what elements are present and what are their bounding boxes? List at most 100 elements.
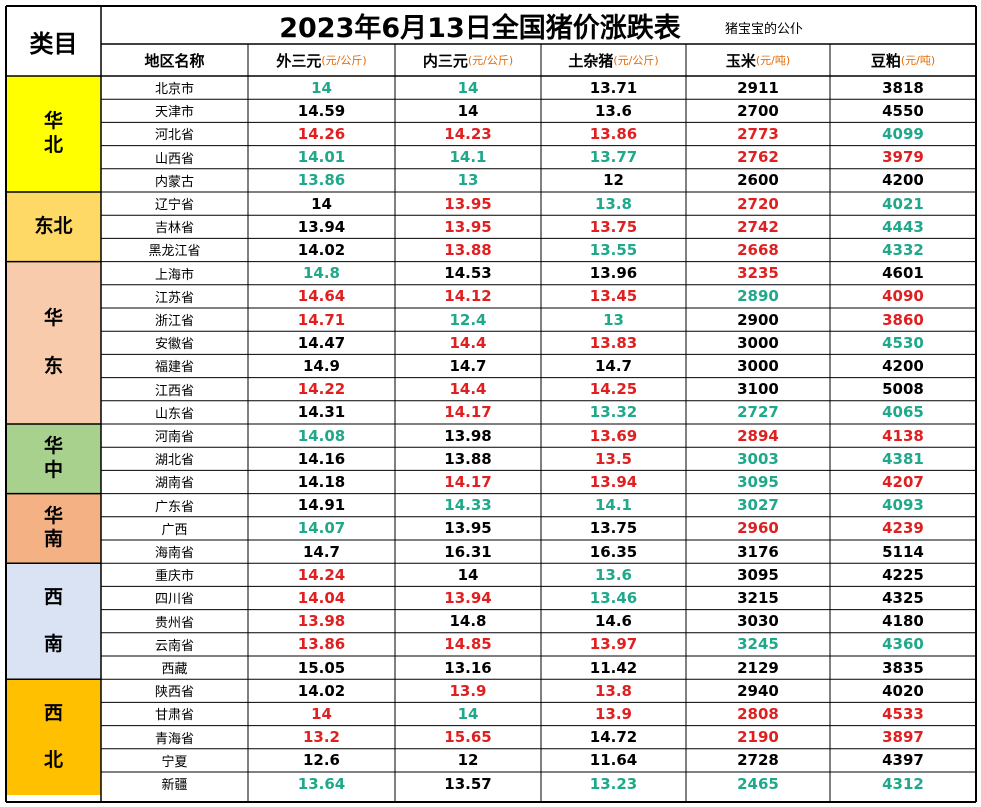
price-cell: 13.96 <box>589 264 638 283</box>
price-cell: 12.4 <box>449 310 487 329</box>
price-cell: 4138 <box>882 426 924 445</box>
price-cell: 13.16 <box>444 658 492 677</box>
price-cell: 13.6 <box>594 565 632 584</box>
region-name: 新疆 <box>161 778 188 794</box>
price-cell: 14.25 <box>589 380 638 399</box>
price-cell: 12 <box>457 751 479 770</box>
region-name: 天津市 <box>154 105 194 121</box>
column-header-label: 内三元 <box>422 51 468 70</box>
region-name: 云南省 <box>154 638 194 654</box>
price-cell: 4530 <box>882 333 924 352</box>
price-cell: 13.77 <box>589 148 638 167</box>
price-cell: 13.23 <box>589 774 638 793</box>
price-cell: 3176 <box>737 542 779 561</box>
price-cell: 4312 <box>882 774 924 793</box>
column-header-label: 土杂猪 <box>568 51 614 70</box>
category-header: 类目 <box>29 29 78 58</box>
price-cell: 3860 <box>882 310 924 329</box>
price-cell: 13.32 <box>589 403 638 422</box>
price-cell: 13.94 <box>444 588 492 607</box>
price-cell: 2890 <box>737 287 779 306</box>
price-cell: 14.12 <box>444 287 492 306</box>
category-label: 北 <box>43 749 63 772</box>
category-cell: 华中 <box>6 424 101 494</box>
price-cell: 14.6 <box>594 612 632 631</box>
price-cell: 13.57 <box>444 774 492 793</box>
category-cell: 东北 <box>6 192 101 262</box>
price-cell: 3100 <box>737 380 779 399</box>
price-cell: 13 <box>603 310 624 329</box>
price-cell: 4020 <box>882 681 924 700</box>
category-label: 东北 <box>34 214 73 237</box>
price-cell: 3000 <box>737 333 779 352</box>
price-cell: 4021 <box>882 194 924 213</box>
price-cell: 4200 <box>882 356 924 375</box>
price-cell: 14.17 <box>444 472 492 491</box>
price-cell: 14.91 <box>297 496 346 515</box>
price-cell: 3897 <box>882 728 924 747</box>
column-header-unit: (元/公斤) <box>467 54 514 67</box>
region-name: 山东省 <box>154 406 194 422</box>
category-label: 北 <box>43 134 63 156</box>
region-name: 山西省 <box>154 151 194 167</box>
price-cell: 3245 <box>737 635 779 654</box>
category-label: 华 <box>43 110 63 133</box>
price-cell: 4200 <box>882 171 924 190</box>
price-cell: 14.01 <box>297 148 346 167</box>
price-cell: 14.53 <box>444 264 492 283</box>
price-cell: 13.75 <box>589 519 638 538</box>
price-cell: 14.23 <box>444 124 492 143</box>
region-name: 宁夏 <box>161 754 188 770</box>
category-cell: 华南 <box>6 493 101 564</box>
region-name: 湖北省 <box>154 453 194 469</box>
column-header-label: 豆粕 <box>870 51 901 70</box>
price-cell: 13.46 <box>589 588 638 607</box>
region-name: 重庆市 <box>154 569 194 585</box>
price-cell: 13.95 <box>444 519 492 538</box>
price-cell: 4332 <box>882 240 924 259</box>
region-name: 吉林省 <box>154 221 194 237</box>
column-header-unit: (元/吨) <box>900 54 936 67</box>
region-name: 四川省 <box>154 592 194 608</box>
price-cell: 3095 <box>737 472 779 491</box>
price-cell: 14.1 <box>449 148 487 167</box>
price-cell: 2727 <box>737 403 779 422</box>
price-cell: 13.64 <box>297 774 346 793</box>
region-name: 江苏省 <box>154 290 194 306</box>
price-cell: 13.45 <box>589 287 638 306</box>
region-name: 海南省 <box>154 546 194 562</box>
price-cell: 2129 <box>737 658 779 677</box>
price-cell: 14.24 <box>297 565 346 584</box>
price-cell: 14.7 <box>449 356 487 375</box>
price-cell: 2894 <box>737 426 779 445</box>
column-header: 土杂猪 (元/公斤) <box>541 44 686 76</box>
price-cell: 13.86 <box>297 635 346 654</box>
price-cell: 13.69 <box>589 426 638 445</box>
price-cell: 13.88 <box>444 449 492 468</box>
price-cell: 14.04 <box>297 588 346 607</box>
price-cell: 3003 <box>737 449 779 468</box>
region-name: 广西 <box>161 522 188 538</box>
column-header-label: 地区名称 <box>144 51 205 70</box>
region-name: 上海市 <box>154 267 194 283</box>
price-cell: 14.9 <box>302 356 340 375</box>
price-cell: 13.8 <box>594 194 632 213</box>
price-cell: 3235 <box>737 264 779 283</box>
region-name: 河南省 <box>154 430 194 446</box>
price-cell: 16.31 <box>444 542 492 561</box>
price-cell: 14.8 <box>449 612 487 631</box>
price-cell: 14.16 <box>297 449 346 468</box>
region-name: 湖南省 <box>154 476 194 492</box>
price-cell: 2668 <box>737 240 779 259</box>
price-cell: 4180 <box>882 612 924 631</box>
price-cell: 4239 <box>882 519 924 538</box>
price-cell: 3818 <box>882 78 924 97</box>
price-cell: 14 <box>311 704 332 723</box>
category-label <box>50 331 57 355</box>
price-cell: 2190 <box>737 728 779 747</box>
category-label: 南 <box>43 528 63 551</box>
column-header-unit: (元/公斤) <box>321 54 367 67</box>
price-cell: 2465 <box>737 774 779 793</box>
price-cell: 14.72 <box>589 728 638 747</box>
price-cell: 4325 <box>882 588 924 607</box>
